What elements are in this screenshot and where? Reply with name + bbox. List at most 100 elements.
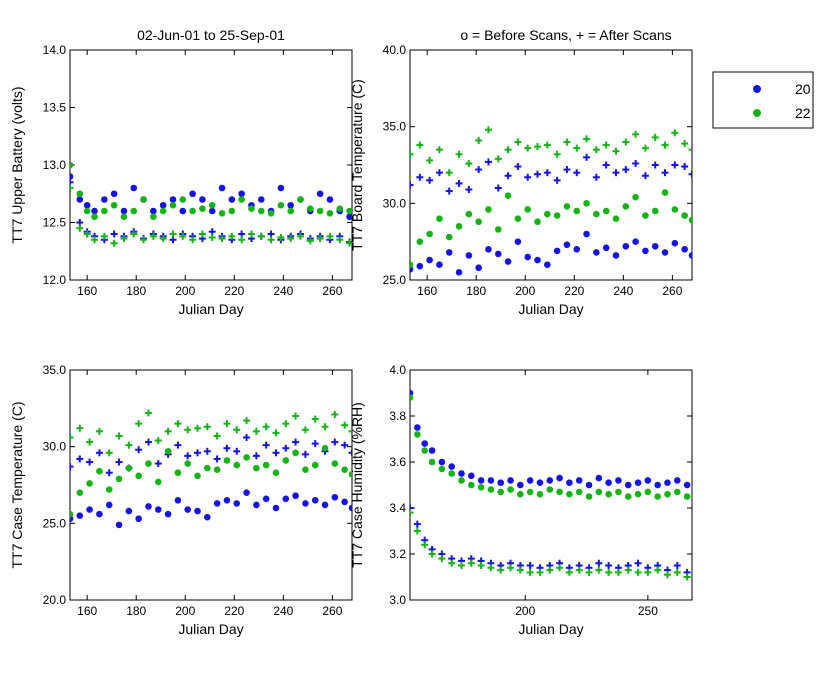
data-point-plus xyxy=(135,446,143,454)
data-point-circle xyxy=(566,490,573,498)
data-point-plus xyxy=(213,432,221,440)
data-point-plus xyxy=(475,136,483,144)
data-points xyxy=(70,161,352,247)
data-point-plus xyxy=(573,169,581,177)
data-point-plus xyxy=(100,232,108,240)
data-point-circle xyxy=(654,481,661,489)
data-point-plus xyxy=(277,233,285,241)
data-point-circle xyxy=(194,507,201,515)
data-point-circle xyxy=(575,477,583,484)
data-point-circle xyxy=(526,488,534,496)
data-point-plus xyxy=(346,239,352,247)
data-point-plus xyxy=(507,564,515,572)
data-point-circle xyxy=(331,493,339,501)
data-point-circle xyxy=(605,490,612,498)
data-point-plus xyxy=(331,438,339,446)
data-point-circle xyxy=(458,477,465,484)
data-point-circle xyxy=(86,480,93,487)
y-tick-label: 25.0 xyxy=(43,516,67,530)
data-point-circle xyxy=(514,215,522,222)
data-point-plus xyxy=(526,562,534,569)
data-point-plus xyxy=(130,230,138,238)
data-point-circle xyxy=(140,196,147,203)
data-point-circle xyxy=(346,213,352,221)
data-point-circle xyxy=(248,205,255,212)
y-axis-label: TT7 Case Humidity (%RH) xyxy=(349,402,365,568)
data-point-plus xyxy=(223,444,231,452)
data-point-circle xyxy=(125,507,133,515)
data-point-circle xyxy=(346,207,352,215)
data-point-plus xyxy=(651,161,659,169)
data-point-circle xyxy=(135,472,142,480)
data-points xyxy=(410,389,691,581)
data-point-plus xyxy=(223,420,231,428)
legend-label-22: 22 xyxy=(795,105,811,121)
data-point-plus xyxy=(336,236,344,244)
data-point-circle xyxy=(169,196,177,203)
data-point-circle xyxy=(654,493,661,500)
data-point-plus xyxy=(673,562,681,569)
data-point-plus xyxy=(194,449,202,457)
data-point-plus xyxy=(287,235,295,243)
data-point-circle xyxy=(150,207,157,215)
data-point-plus xyxy=(257,232,265,240)
data-point-plus xyxy=(413,527,421,535)
data-point-circle xyxy=(238,190,245,198)
data-point-circle xyxy=(70,510,74,518)
x-tick-label: 260 xyxy=(662,284,682,298)
x-tick-label: 260 xyxy=(322,604,342,618)
y-tick-label: 30.0 xyxy=(383,196,407,210)
data-point-circle xyxy=(189,207,196,215)
data-point-plus xyxy=(115,458,123,466)
data-point-circle xyxy=(651,242,659,250)
y-tick-label: 35.0 xyxy=(383,120,407,134)
data-point-plus xyxy=(341,441,349,449)
data-point-circle xyxy=(622,242,630,250)
data-point-plus xyxy=(644,568,652,576)
data-point-plus xyxy=(267,236,275,244)
data-point-circle xyxy=(76,512,84,519)
data-point-circle xyxy=(595,488,603,496)
data-point-circle xyxy=(526,477,534,484)
data-point-plus xyxy=(120,235,128,243)
data-point-plus xyxy=(553,150,561,158)
x-tick-label: 220 xyxy=(564,284,584,298)
data-point-circle xyxy=(475,218,482,226)
data-point-circle xyxy=(267,210,275,217)
data-point-plus xyxy=(688,170,692,178)
data-point-plus xyxy=(70,463,74,471)
data-point-circle xyxy=(517,481,524,489)
data-point-circle xyxy=(83,207,91,215)
data-point-plus xyxy=(688,146,692,154)
data-point-circle xyxy=(348,470,352,478)
data-point-plus xyxy=(125,441,133,449)
data-point-circle xyxy=(277,184,285,192)
data-point-circle xyxy=(583,200,590,207)
data-point-plus xyxy=(83,230,91,238)
x-tick-label: 160 xyxy=(417,284,437,298)
data-point-plus xyxy=(174,420,182,428)
data-point-circle xyxy=(213,500,221,507)
data-point-circle xyxy=(642,247,649,255)
data-point-circle xyxy=(455,223,463,230)
data-point-plus xyxy=(573,144,581,152)
data-point-circle xyxy=(164,447,172,455)
data-point-circle xyxy=(416,238,424,245)
y-tick-label: 3.0 xyxy=(389,593,406,607)
data-point-circle xyxy=(184,506,192,513)
data-point-circle xyxy=(70,161,74,169)
y-tick-label: 30.0 xyxy=(43,440,67,454)
data-point-circle xyxy=(125,464,133,472)
data-point-circle xyxy=(428,447,436,454)
data-point-plus xyxy=(445,169,453,177)
data-point-plus xyxy=(475,166,483,174)
data-point-circle xyxy=(414,431,421,438)
y-tick-label: 14.0 xyxy=(43,43,67,57)
data-point-circle xyxy=(426,256,433,264)
data-point-circle xyxy=(302,500,309,507)
data-point-circle xyxy=(524,253,532,261)
data-point-plus xyxy=(421,541,429,549)
legend-marker-20 xyxy=(753,85,761,93)
data-point-plus xyxy=(641,172,649,180)
